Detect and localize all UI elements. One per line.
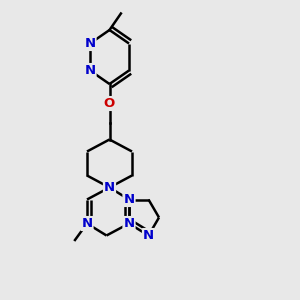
- Text: O: O: [104, 97, 115, 110]
- Text: N: N: [104, 181, 115, 194]
- Text: N: N: [84, 64, 96, 77]
- Text: N: N: [81, 217, 93, 230]
- Text: N: N: [123, 193, 135, 206]
- Text: N: N: [143, 229, 154, 242]
- Text: N: N: [84, 37, 96, 50]
- Text: N: N: [123, 217, 135, 230]
